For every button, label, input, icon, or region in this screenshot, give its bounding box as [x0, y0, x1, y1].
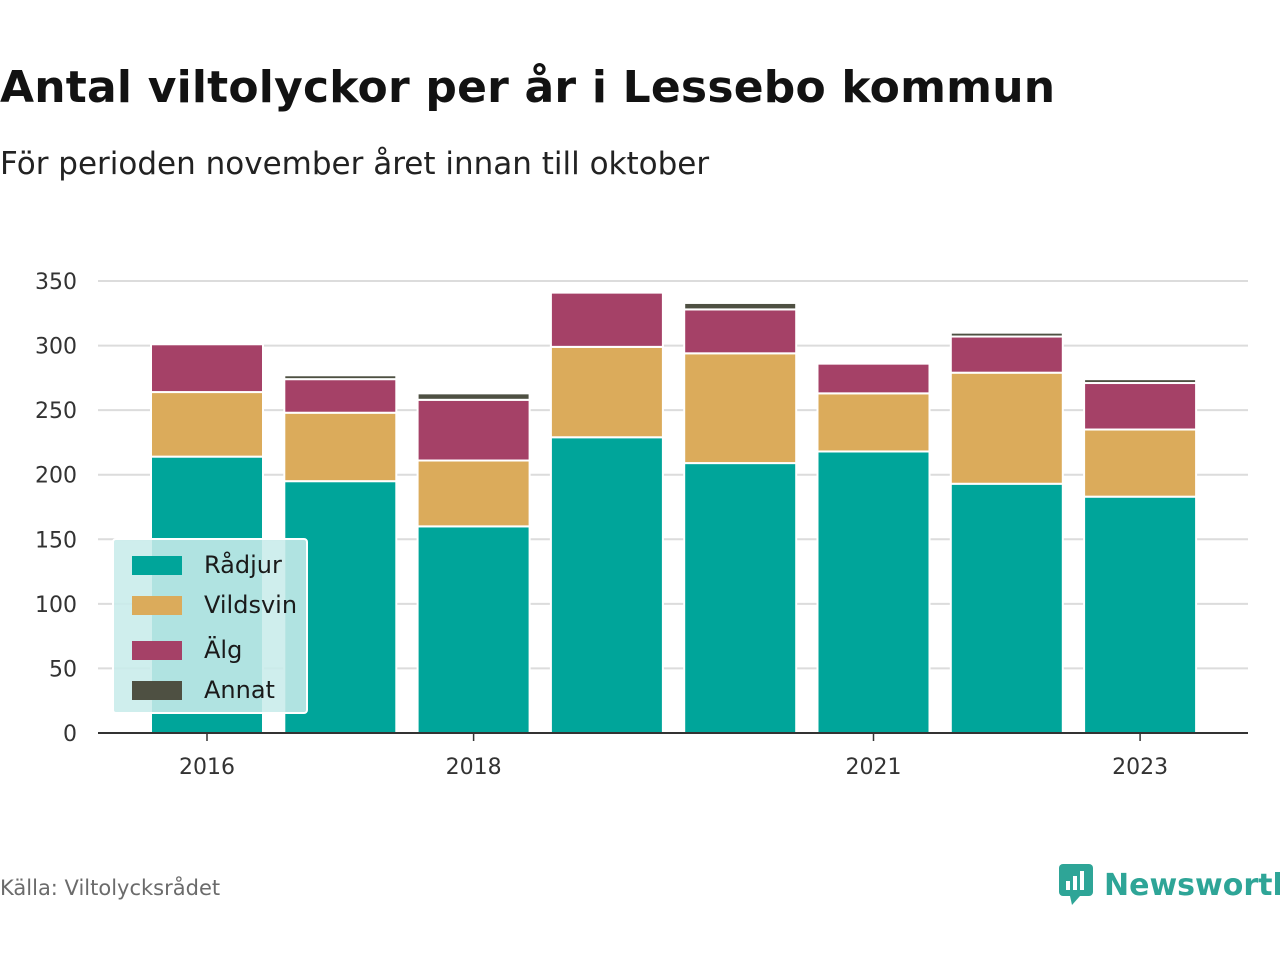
chart-subtitle: För perioden november året innan till ok…	[0, 146, 710, 182]
bar-segment	[949, 371, 1064, 485]
bar-segment	[816, 450, 931, 734]
chart-title: Antal viltolyckor per år i Lessebo kommu…	[0, 62, 1056, 113]
bar-segment	[416, 459, 531, 528]
bar-segment	[1083, 495, 1198, 734]
legend-item: Rådjur	[132, 550, 282, 580]
y-tick-label: 300	[35, 335, 77, 360]
bar-segment	[549, 345, 664, 439]
bar-segment	[816, 392, 931, 453]
newsworthy-logo-icon	[1059, 864, 1093, 905]
y-tick-label: 100	[35, 593, 77, 618]
source-note: Källa: Viltolycksrådet	[0, 876, 221, 900]
bar-segment	[283, 374, 398, 381]
legend-swatch	[132, 680, 182, 700]
chart-legend: Rådjur Vildsvin Älg Annat	[112, 538, 308, 714]
brand-name: Newsworthy	[1104, 867, 1280, 903]
bar-segment	[683, 301, 798, 311]
legend-label: Älg	[204, 636, 243, 664]
bar-segment	[1083, 382, 1198, 431]
bar-segment	[549, 291, 664, 348]
y-tick-label: 250	[35, 399, 77, 424]
bar-segment	[1083, 378, 1198, 385]
y-tick-label: 200	[35, 464, 77, 489]
bar-segment	[416, 525, 531, 734]
y-tick-label: 50	[49, 657, 77, 682]
legend-swatch	[132, 640, 182, 660]
bar-segment	[949, 482, 1064, 734]
bar-segment	[1083, 428, 1198, 498]
legend-label: Rådjur	[204, 551, 282, 579]
bar-segment	[283, 378, 398, 414]
bar-segment	[416, 398, 531, 462]
bar-segment	[549, 436, 664, 734]
bar-segment	[949, 335, 1064, 374]
legend-swatch	[132, 555, 182, 575]
bar-segment	[283, 411, 398, 483]
x-tick-label: 2021	[846, 755, 902, 780]
bar-segment	[150, 343, 264, 394]
legend-item: Annat	[132, 675, 275, 705]
x-tick-label: 2016	[179, 755, 235, 780]
y-tick-label: 350	[35, 270, 77, 295]
bar-segment	[683, 462, 798, 734]
bar-segment	[949, 331, 1064, 338]
brand-logo: Newsworthy	[1058, 862, 1280, 908]
legend-item: Vildsvin	[132, 590, 297, 620]
bar-segment	[683, 352, 798, 465]
x-tick-label: 2023	[1112, 755, 1168, 780]
bar-segment	[816, 362, 931, 395]
legend-label: Annat	[204, 676, 275, 704]
y-tick-label: 150	[35, 528, 77, 553]
x-tick-label: 2018	[446, 755, 502, 780]
bar-segment	[416, 392, 531, 401]
legend-swatch	[132, 595, 182, 615]
y-tick-label: 0	[63, 722, 77, 747]
legend-label: Vildsvin	[204, 591, 298, 619]
bar-segment	[683, 308, 798, 355]
bar-segment	[150, 391, 264, 458]
legend-item: Älg	[132, 635, 242, 665]
